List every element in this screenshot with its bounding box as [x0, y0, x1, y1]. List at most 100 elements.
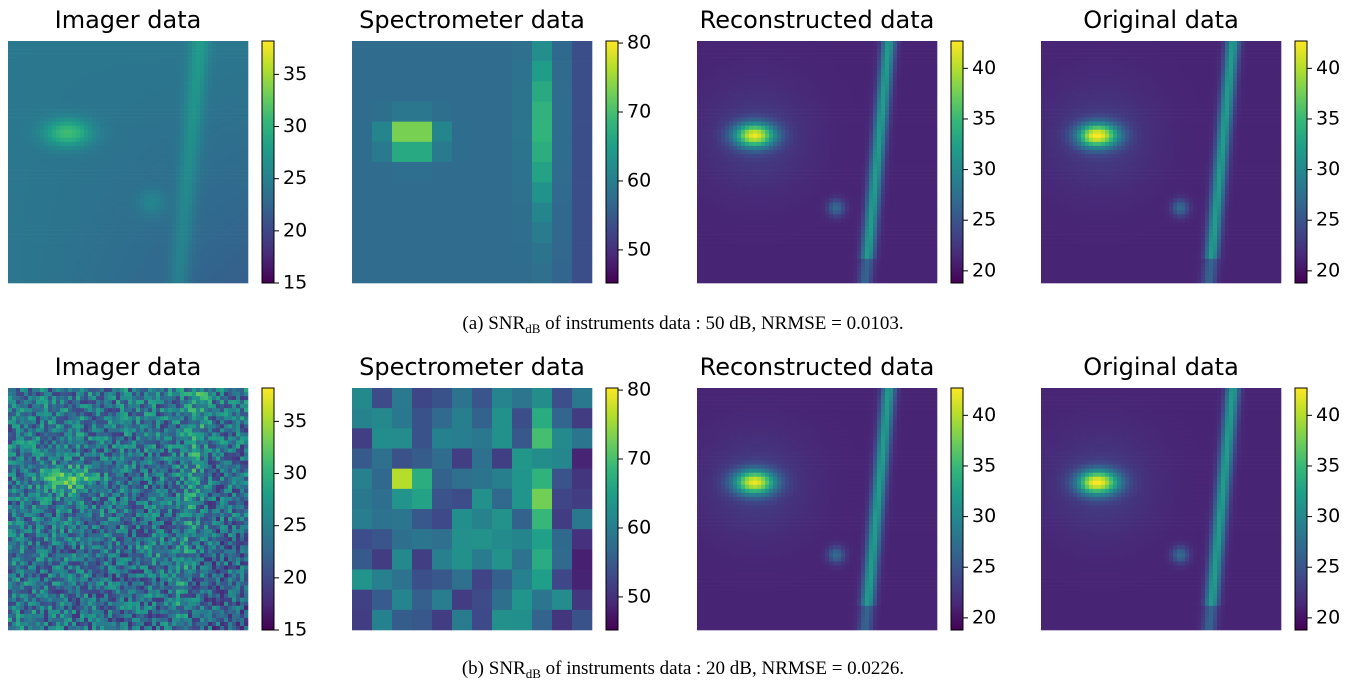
- pixel: [96, 97, 100, 101]
- pixel: [244, 134, 248, 138]
- pixel: [56, 235, 60, 239]
- pixel: [745, 190, 749, 194]
- pixel: [212, 247, 216, 251]
- pixel: [156, 174, 160, 178]
- pixel: [749, 69, 753, 73]
- pixel: [204, 41, 208, 45]
- pixel: [208, 271, 212, 275]
- pixel: [180, 81, 184, 85]
- pixel: [164, 142, 168, 146]
- pixel: [392, 122, 412, 142]
- pixel: [180, 93, 184, 97]
- pixel: [765, 251, 769, 255]
- pixel: [36, 170, 40, 174]
- pixel: [76, 89, 80, 93]
- pixel: [725, 77, 729, 81]
- pixel: [96, 251, 100, 255]
- pixel: [753, 210, 757, 214]
- pixel: [773, 134, 777, 138]
- pixel: [32, 182, 36, 186]
- pixel: [232, 158, 236, 162]
- pixel: [192, 53, 196, 57]
- pixel: [144, 275, 148, 279]
- pixel: [176, 73, 180, 77]
- pixel: [552, 142, 572, 162]
- pixel: [204, 45, 208, 49]
- pixel: [12, 146, 16, 150]
- pixel: [729, 49, 733, 53]
- pixel: [112, 106, 116, 110]
- pixel: [352, 182, 372, 202]
- pixel: [472, 41, 492, 61]
- pixel: [28, 57, 32, 61]
- pixel: [745, 49, 749, 53]
- pixel: [713, 271, 717, 275]
- pixel: [120, 235, 124, 239]
- pixel: [512, 202, 532, 222]
- pixel: [148, 182, 152, 186]
- pixel: [200, 231, 204, 235]
- pixel: [713, 223, 717, 227]
- pixel: [108, 102, 112, 106]
- pixel: [753, 263, 757, 267]
- pixel: [184, 150, 188, 154]
- pixel: [749, 53, 753, 57]
- pixel: [757, 89, 761, 93]
- pixel: [128, 243, 132, 247]
- pixel: [116, 93, 120, 97]
- pixel: [749, 247, 753, 251]
- pixel: [412, 142, 432, 162]
- pixel: [56, 114, 60, 118]
- pixel: [20, 186, 24, 190]
- pixel: [709, 227, 713, 231]
- pixel: [216, 210, 220, 214]
- pixel: [60, 267, 64, 271]
- pixel: [144, 118, 148, 122]
- pixel: [128, 97, 132, 101]
- pixel: [192, 210, 196, 214]
- pixel: [244, 45, 248, 49]
- pixel: [216, 178, 220, 182]
- colorbar: [262, 41, 274, 283]
- pixel: [705, 97, 709, 101]
- pixel: [232, 271, 236, 275]
- pixel: [745, 65, 749, 69]
- pixel: [156, 251, 160, 255]
- pixel: [156, 255, 160, 259]
- pixel: [765, 186, 769, 190]
- pixel: [733, 77, 737, 81]
- pixel: [172, 231, 176, 235]
- pixel: [100, 45, 104, 49]
- pixel: [725, 134, 729, 138]
- pixel: [60, 227, 64, 231]
- pixel: [92, 114, 96, 118]
- pixel: [96, 247, 100, 251]
- pixel: [184, 97, 188, 101]
- pixel: [108, 138, 112, 142]
- pixel: [56, 162, 60, 166]
- pixel: [220, 198, 224, 202]
- pixel: [144, 138, 148, 142]
- pixel: [92, 202, 96, 206]
- pixel: [244, 178, 248, 182]
- pixel: [164, 174, 168, 178]
- pixel: [244, 118, 248, 122]
- pixel: [132, 158, 136, 162]
- pixel: [761, 239, 765, 243]
- pixel: [104, 93, 108, 97]
- pixel: [713, 198, 717, 202]
- pixel: [12, 118, 16, 122]
- pixel: [28, 178, 32, 182]
- pixel: [8, 206, 12, 210]
- pixel: [745, 150, 749, 154]
- pixel: [160, 210, 164, 214]
- pixel: [761, 214, 765, 218]
- pixel: [204, 247, 208, 251]
- pixel: [713, 146, 717, 150]
- pixel: [36, 49, 40, 53]
- pixel: [705, 114, 709, 118]
- pixel: [176, 97, 180, 101]
- pixel: [76, 251, 80, 255]
- pixel: [176, 223, 180, 227]
- pixel: [192, 102, 196, 106]
